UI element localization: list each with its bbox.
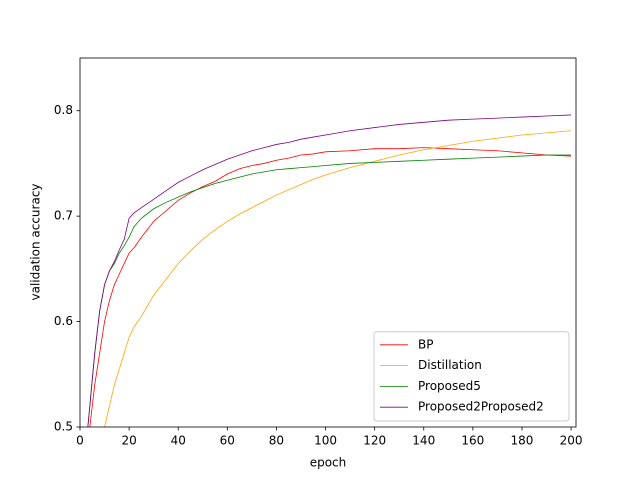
x-tick-label: 60 [220, 434, 235, 448]
x-tick-label: 80 [269, 434, 284, 448]
legend-label: BP [418, 337, 433, 351]
legend-label: Distillation [418, 358, 482, 372]
line-series [89, 147, 572, 427]
x-tick-label: 40 [171, 434, 186, 448]
legend-box [373, 331, 570, 422]
y-tick-label: 0.6 [54, 314, 73, 328]
x-tick-label: 100 [314, 434, 337, 448]
x-tick-label: 0 [76, 434, 84, 448]
plot-area [87, 114, 572, 427]
x-tick-label: 180 [511, 434, 534, 448]
x-tick-label: 160 [461, 434, 484, 448]
x-tick-label: 20 [121, 434, 136, 448]
axes-frame [79, 57, 577, 428]
y-tick-label: 0.7 [54, 209, 73, 223]
x-axis-label: epoch [310, 456, 347, 470]
y-axis-label: validation accuracy [29, 183, 43, 300]
x-tick-label: 140 [412, 434, 435, 448]
x-tick-label: 200 [560, 434, 583, 448]
x-tick-label: 120 [363, 434, 386, 448]
y-tick-label: 0.8 [54, 103, 73, 117]
line-series [87, 154, 572, 427]
line-series [104, 130, 572, 427]
legend-label: Proposed5 [418, 379, 481, 393]
legend-label: Proposed2Proposed2 [418, 400, 544, 414]
line-series [87, 114, 572, 427]
y-tick-label: 0.5 [54, 420, 73, 434]
